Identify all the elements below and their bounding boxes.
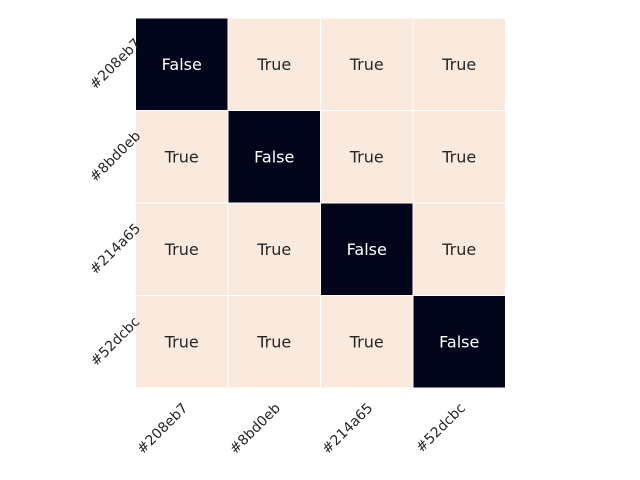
heatmap-cell: [412, 17, 506, 111]
heatmap-cell: [320, 17, 414, 111]
heatmap-cell-label: True: [349, 147, 384, 166]
heatmap-cell: [135, 295, 229, 389]
heatmap-cell: [227, 295, 321, 389]
heatmap-cell-label: True: [441, 147, 476, 166]
heatmap-cell: [412, 295, 506, 389]
heatmap-cell-label: True: [441, 55, 476, 74]
x-tick-label: #8bd0eb: [227, 400, 284, 457]
heatmap-cell-label: True: [256, 240, 291, 259]
heatmap-cell-label: False: [162, 55, 202, 74]
heatmap-cell: [320, 295, 414, 389]
heatmap-cell-label: False: [254, 147, 294, 166]
x-tick-label: #52dcbc: [413, 400, 469, 456]
heatmap-cell-label: True: [256, 332, 291, 351]
y-tick-label: #52dcbc: [88, 314, 144, 370]
heatmap-cell-label: True: [349, 55, 384, 74]
heatmap-cell-label: True: [441, 240, 476, 259]
heatmap-cell: [412, 202, 506, 296]
heatmap-cell-label: True: [349, 332, 384, 351]
heatmap-cell-label: False: [347, 240, 387, 259]
heatmap-cell: [227, 202, 321, 296]
heatmap-cell: [135, 17, 229, 111]
heatmap-cell-label: True: [164, 147, 199, 166]
x-tick-label: #208eb7: [134, 400, 191, 457]
heatmap-cells: False True True True True False True True True Tr…: [135, 17, 506, 389]
heatmap-cell-label: False: [439, 332, 479, 351]
heatmap-cell: [412, 110, 506, 204]
heatmap-cell-label: True: [164, 240, 199, 259]
heatmap-cell-label: True: [256, 55, 291, 74]
heatmap-cell: [227, 17, 321, 111]
heatmap-cell: [227, 110, 321, 204]
heatmap-cell-label: True: [164, 332, 199, 351]
heatmap-cell: [135, 110, 229, 204]
x-tick-label: #214a65: [319, 400, 376, 457]
x-axis-tick-labels: #208eb7 #8bd0eb #214a65 #52dcbc: [134, 400, 469, 457]
